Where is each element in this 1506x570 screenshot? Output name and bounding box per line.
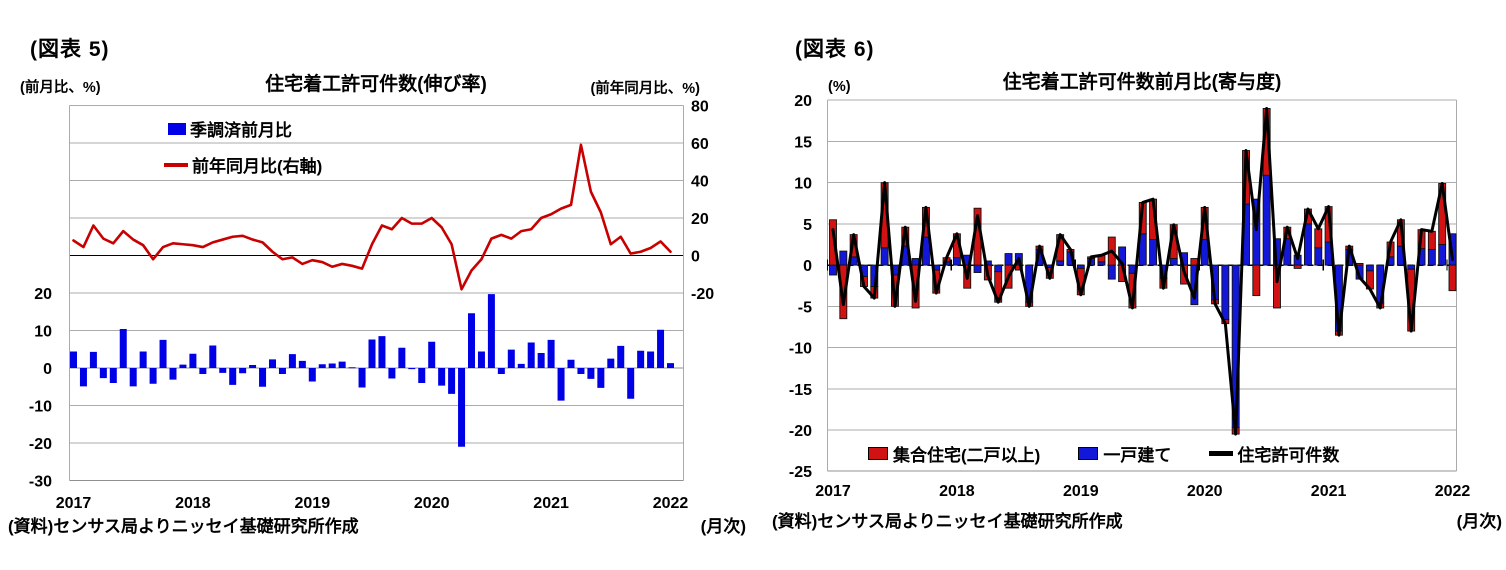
fig6-legend: 集合住宅(二戸以上) 一戸建て 住宅許可件数 xyxy=(868,441,1339,466)
svg-text:-10: -10 xyxy=(789,341,812,358)
fig5-legend-item-bar: 季調済前月比 xyxy=(168,116,292,141)
fig6-legend-multi-label: 集合住宅(二戸以上) xyxy=(893,446,1041,465)
fig6-legend-item-total: 住宅許可件数 xyxy=(1209,441,1339,466)
fig5-left-axis-label: (前月比、%) xyxy=(20,80,101,96)
svg-text:-20: -20 xyxy=(691,286,714,303)
svg-text:-15: -15 xyxy=(789,382,812,399)
svg-text:2018: 2018 xyxy=(175,495,211,512)
svg-text:5: 5 xyxy=(803,217,812,234)
fig6-tag: (図表 6) xyxy=(795,38,875,61)
svg-text:2020: 2020 xyxy=(1187,483,1223,500)
svg-text:20: 20 xyxy=(34,286,52,303)
fig6-legend-multi-swatch-icon xyxy=(868,447,888,460)
fig6-legend-single-swatch-icon xyxy=(1078,447,1099,460)
fig5-legend-bar-swatch-icon xyxy=(168,122,186,135)
fig5-tag: (図表 5) xyxy=(30,38,110,61)
fig5-frequency-label: (月次) xyxy=(700,517,746,536)
fig6-gridlines xyxy=(826,99,1457,472)
fig5-title: 住宅着工許可件数(伸び率) xyxy=(265,74,487,95)
fig6-line-total xyxy=(831,106,1454,436)
fig5-bars-mom xyxy=(70,294,674,447)
svg-text:2019: 2019 xyxy=(1063,483,1099,500)
svg-text:20: 20 xyxy=(691,211,709,228)
svg-text:-30: -30 xyxy=(29,474,52,491)
svg-text:2019: 2019 xyxy=(295,495,331,512)
svg-text:-20: -20 xyxy=(789,423,812,440)
svg-text:10: 10 xyxy=(794,176,812,193)
svg-text:-5: -5 xyxy=(798,299,812,316)
svg-text:2022: 2022 xyxy=(1435,483,1471,500)
svg-text:-10: -10 xyxy=(29,399,52,416)
fig6-frequency-label: (月次) xyxy=(1456,512,1502,531)
svg-text:80: 80 xyxy=(691,99,709,116)
fig6-legend-item-single: 一戸建て xyxy=(1078,441,1171,466)
fig5-chart: 20 10 0 -10 -20 -30 80 60 40 20 0 -20 2017 2018 2019 20… xyxy=(29,99,714,513)
fig6-legend-total-swatch-icon xyxy=(1209,451,1234,456)
svg-text:60: 60 xyxy=(691,136,709,153)
fig5-right-axis-label: (前年同月比、%) xyxy=(590,81,700,97)
fig6-legend-item-multi: 集合住宅(二戸以上) xyxy=(868,441,1040,466)
svg-text:2022: 2022 xyxy=(653,495,689,512)
fig5-source-note: (資料)センサス局よりニッセイ基礎研究所作成 xyxy=(8,517,359,536)
fig6-bars-contribution xyxy=(829,108,1457,435)
svg-text:2021: 2021 xyxy=(1311,483,1347,500)
svg-text:2021: 2021 xyxy=(533,495,569,512)
fig6-axis-unit-label: (%) xyxy=(828,79,851,95)
svg-text:2017: 2017 xyxy=(56,495,92,512)
svg-text:0: 0 xyxy=(691,249,700,266)
svg-text:40: 40 xyxy=(691,174,709,191)
fig5-legend-bar-label: 季調済前月比 xyxy=(190,121,292,140)
svg-text:-25: -25 xyxy=(789,464,812,481)
svg-text:2020: 2020 xyxy=(414,495,450,512)
fig6-legend-single-label: 一戸建て xyxy=(1103,446,1172,465)
fig5-legend-item-line: 前年同月比(右軸) xyxy=(164,152,322,177)
fig5-legend-line-label: 前年同月比(右軸) xyxy=(192,157,323,176)
fig5-legend-line-swatch-icon xyxy=(164,162,188,167)
svg-text:2018: 2018 xyxy=(939,483,975,500)
svg-text:0: 0 xyxy=(803,258,812,275)
svg-text:20: 20 xyxy=(794,93,812,110)
fig6-legend-total-label: 住宅許可件数 xyxy=(1237,446,1340,465)
fig5-gridlines xyxy=(69,105,684,481)
svg-text:-20: -20 xyxy=(29,436,52,453)
fig6-source-note: (資料)センサス局よりニッセイ基礎研究所作成 xyxy=(772,512,1123,531)
svg-text:0: 0 xyxy=(43,361,52,378)
fig5-axis-tick-labels: 20 10 0 -10 -20 -30 80 60 40 20 0 -20 2017 2018 2019 20… xyxy=(29,99,714,513)
fig5-line-yoy xyxy=(72,143,672,291)
fig6-title: 住宅着工許可件数前月比(寄与度) xyxy=(1002,72,1282,93)
svg-text:15: 15 xyxy=(794,134,812,151)
svg-text:10: 10 xyxy=(34,324,52,341)
svg-text:2017: 2017 xyxy=(815,483,851,500)
